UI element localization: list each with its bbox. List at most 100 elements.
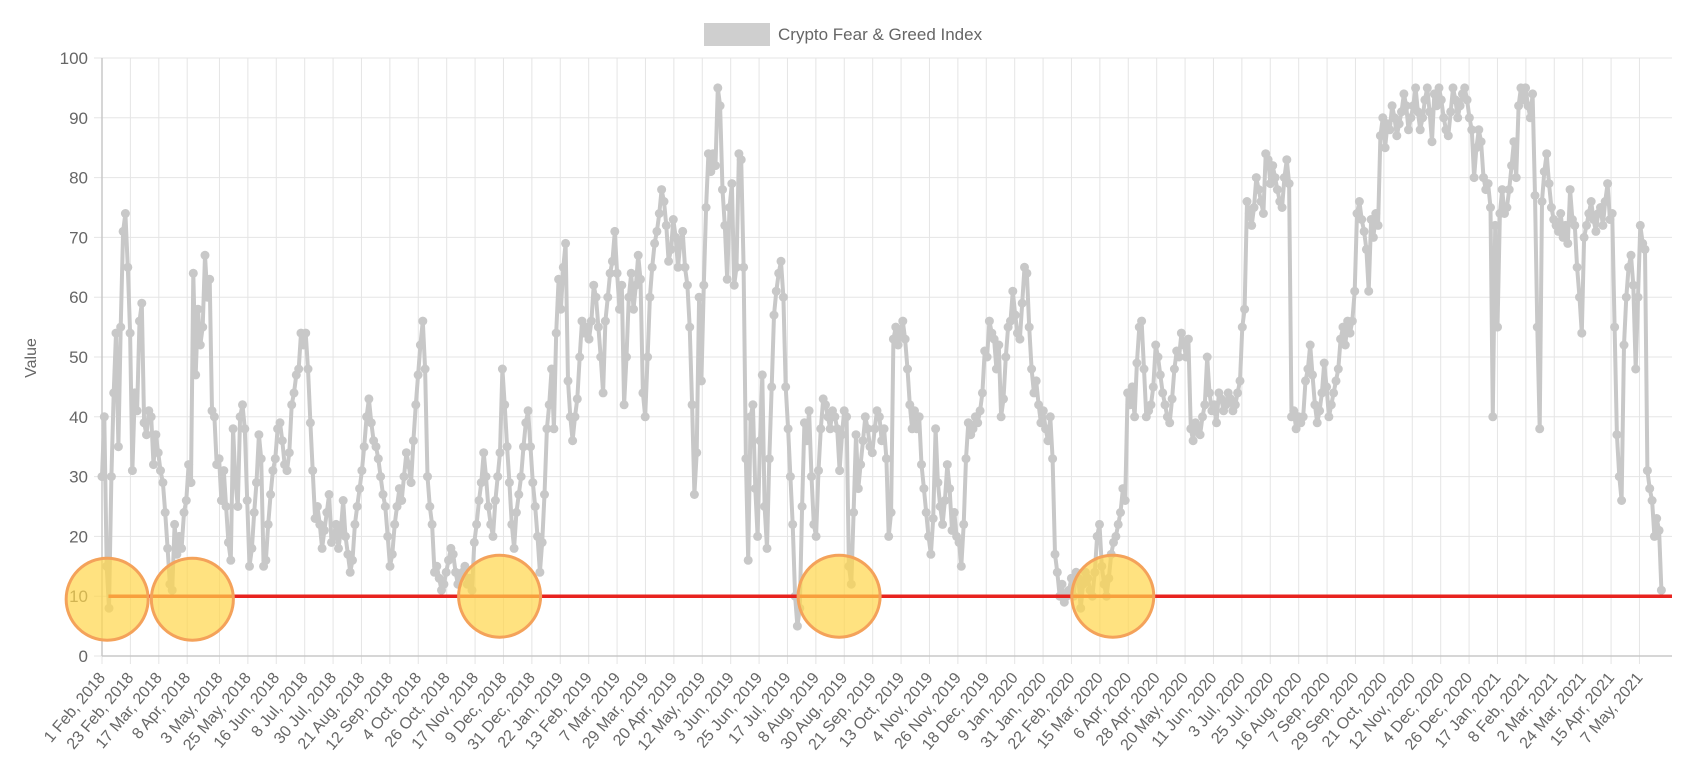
data-point[interactable]	[991, 364, 1001, 374]
data-point[interactable]	[659, 197, 669, 206]
data-point[interactable]	[1237, 322, 1247, 332]
data-point[interactable]	[851, 430, 861, 440]
data-point[interactable]	[540, 490, 549, 499]
data-point[interactable]	[1530, 191, 1540, 200]
data-point[interactable]	[1024, 322, 1034, 332]
data-point[interactable]	[802, 436, 812, 446]
data-point[interactable]	[1565, 185, 1575, 195]
data-point[interactable]	[1600, 197, 1610, 206]
data-point[interactable]	[1640, 244, 1650, 254]
data-point[interactable]	[1582, 220, 1591, 230]
data-point[interactable]	[994, 340, 1004, 350]
data-point[interactable]	[329, 531, 339, 541]
data-point[interactable]	[1486, 203, 1495, 212]
data-point[interactable]	[521, 418, 531, 428]
data-point[interactable]	[1406, 113, 1416, 123]
data-point[interactable]	[408, 436, 418, 446]
data-point[interactable]	[1368, 232, 1378, 242]
data-point[interactable]	[179, 508, 189, 517]
data-point[interactable]	[1130, 412, 1140, 422]
data-point[interactable]	[427, 519, 437, 529]
data-point[interactable]	[191, 370, 201, 380]
data-point[interactable]	[537, 537, 547, 547]
data-point[interactable]	[1198, 412, 1207, 422]
data-point[interactable]	[549, 424, 559, 434]
data-point[interactable]	[753, 531, 763, 541]
data-point[interactable]	[1614, 472, 1624, 482]
data-point[interactable]	[699, 280, 709, 290]
data-point[interactable]	[1532, 322, 1542, 332]
data-point[interactable]	[720, 220, 730, 230]
data-point[interactable]	[1212, 418, 1221, 428]
data-point[interactable]	[170, 519, 180, 529]
data-point[interactable]	[605, 268, 615, 278]
data-point[interactable]	[554, 274, 564, 284]
data-point[interactable]	[535, 567, 545, 577]
data-point[interactable]	[186, 478, 196, 488]
data-point[interactable]	[1523, 101, 1533, 111]
data-point[interactable]	[507, 519, 517, 529]
data-point[interactable]	[472, 519, 482, 529]
data-point[interactable]	[692, 448, 702, 458]
data-point[interactable]	[1455, 101, 1465, 111]
data-point[interactable]	[643, 352, 653, 362]
data-point[interactable]	[1453, 113, 1463, 123]
data-point[interactable]	[132, 406, 142, 416]
data-point[interactable]	[1563, 238, 1573, 248]
data-point[interactable]	[619, 400, 629, 410]
data-point[interactable]	[687, 400, 697, 410]
data-point[interactable]	[860, 412, 870, 422]
data-point[interactable]	[1029, 388, 1039, 398]
data-point[interactable]	[584, 334, 594, 344]
data-point[interactable]	[263, 519, 273, 529]
data-point[interactable]	[1373, 220, 1383, 230]
data-point[interactable]	[177, 543, 187, 553]
data-point[interactable]	[289, 388, 299, 398]
data-point[interactable]	[729, 280, 739, 290]
data-point[interactable]	[629, 304, 638, 314]
data-point[interactable]	[1483, 179, 1493, 189]
data-point[interactable]	[1183, 334, 1193, 344]
data-point[interactable]	[680, 262, 690, 272]
data-point[interactable]	[432, 561, 442, 571]
data-point[interactable]	[284, 448, 294, 458]
data-point[interactable]	[1116, 508, 1125, 517]
data-point[interactable]	[640, 412, 650, 422]
data-point[interactable]	[996, 412, 1006, 422]
data-point[interactable]	[317, 543, 327, 553]
data-point[interactable]	[245, 561, 254, 571]
data-point[interactable]	[874, 412, 884, 422]
data-point[interactable]	[1118, 484, 1128, 494]
data-point[interactable]	[1539, 167, 1549, 177]
data-point[interactable]	[551, 328, 561, 338]
data-point[interactable]	[767, 382, 777, 392]
data-point[interactable]	[1411, 83, 1421, 93]
data-point[interactable]	[120, 209, 130, 218]
data-point[interactable]	[1364, 286, 1374, 296]
data-point[interactable]	[413, 370, 423, 380]
data-point[interactable]	[1504, 185, 1514, 195]
data-point[interactable]	[1233, 388, 1243, 398]
data-point[interactable]	[837, 430, 847, 440]
data-point[interactable]	[715, 101, 725, 111]
data-point[interactable]	[125, 328, 135, 338]
data-point[interactable]	[1387, 101, 1397, 111]
data-point[interactable]	[598, 388, 608, 398]
data-point[interactable]	[811, 531, 821, 541]
data-point[interactable]	[589, 280, 599, 290]
data-point[interactable]	[1052, 567, 1062, 577]
data-point[interactable]	[542, 424, 552, 434]
data-point[interactable]	[151, 430, 161, 440]
data-point[interactable]	[563, 376, 573, 386]
data-point[interactable]	[652, 226, 662, 236]
data-point[interactable]	[881, 454, 891, 464]
data-point[interactable]	[912, 424, 922, 434]
data-point[interactable]	[123, 262, 133, 272]
data-point[interactable]	[746, 412, 756, 422]
data-point[interactable]	[109, 388, 119, 398]
data-point[interactable]	[242, 496, 252, 505]
data-point[interactable]	[411, 400, 421, 410]
data-point[interactable]	[835, 466, 845, 476]
data-point[interactable]	[781, 382, 791, 392]
data-point[interactable]	[357, 466, 367, 476]
